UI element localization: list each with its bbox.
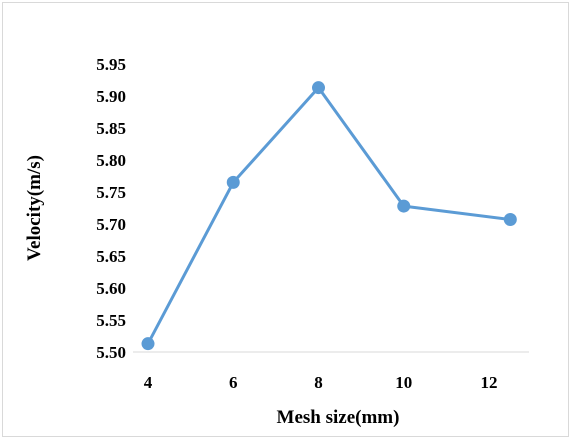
y-tick-label: 5.65: [96, 247, 126, 266]
y-tick-label: 5.90: [96, 87, 126, 106]
x-tick-label: 12: [481, 373, 498, 392]
data-point: [312, 81, 325, 95]
data-point: [503, 213, 517, 227]
y-tick-labels: 5.50 5.55 5.60 5.65 5.70 5.75 5.80 5.85 5.90 5.95: [96, 55, 126, 362]
x-tick-label: 6: [229, 373, 238, 392]
x-tick-label: 10: [395, 373, 412, 392]
y-tick-label: 5.50: [96, 343, 126, 362]
y-tick-label: 5.80: [96, 151, 126, 170]
y-tick-label: 5.95: [96, 55, 126, 74]
y-tick-label: 5.60: [96, 279, 126, 298]
y-tick-label: 5.55: [96, 311, 126, 330]
chart-frame: [2, 2, 569, 437]
data-point: [141, 337, 155, 351]
x-axis-title: Mesh size(mm): [277, 407, 400, 428]
x-tick-labels: 4 6 8 10 12: [144, 373, 498, 392]
x-tick-label: 4: [144, 373, 153, 392]
y-tick-label: 5.75: [96, 183, 126, 202]
series-group: [141, 81, 517, 351]
y-axis-title: Velocity(m/s): [24, 155, 45, 261]
y-tick-label: 5.85: [96, 119, 126, 138]
data-point: [397, 199, 411, 213]
data-point: [226, 175, 240, 189]
x-tick-label: 8: [314, 373, 323, 392]
y-tick-label: 5.70: [96, 215, 126, 234]
series-line: [146, 86, 511, 345]
